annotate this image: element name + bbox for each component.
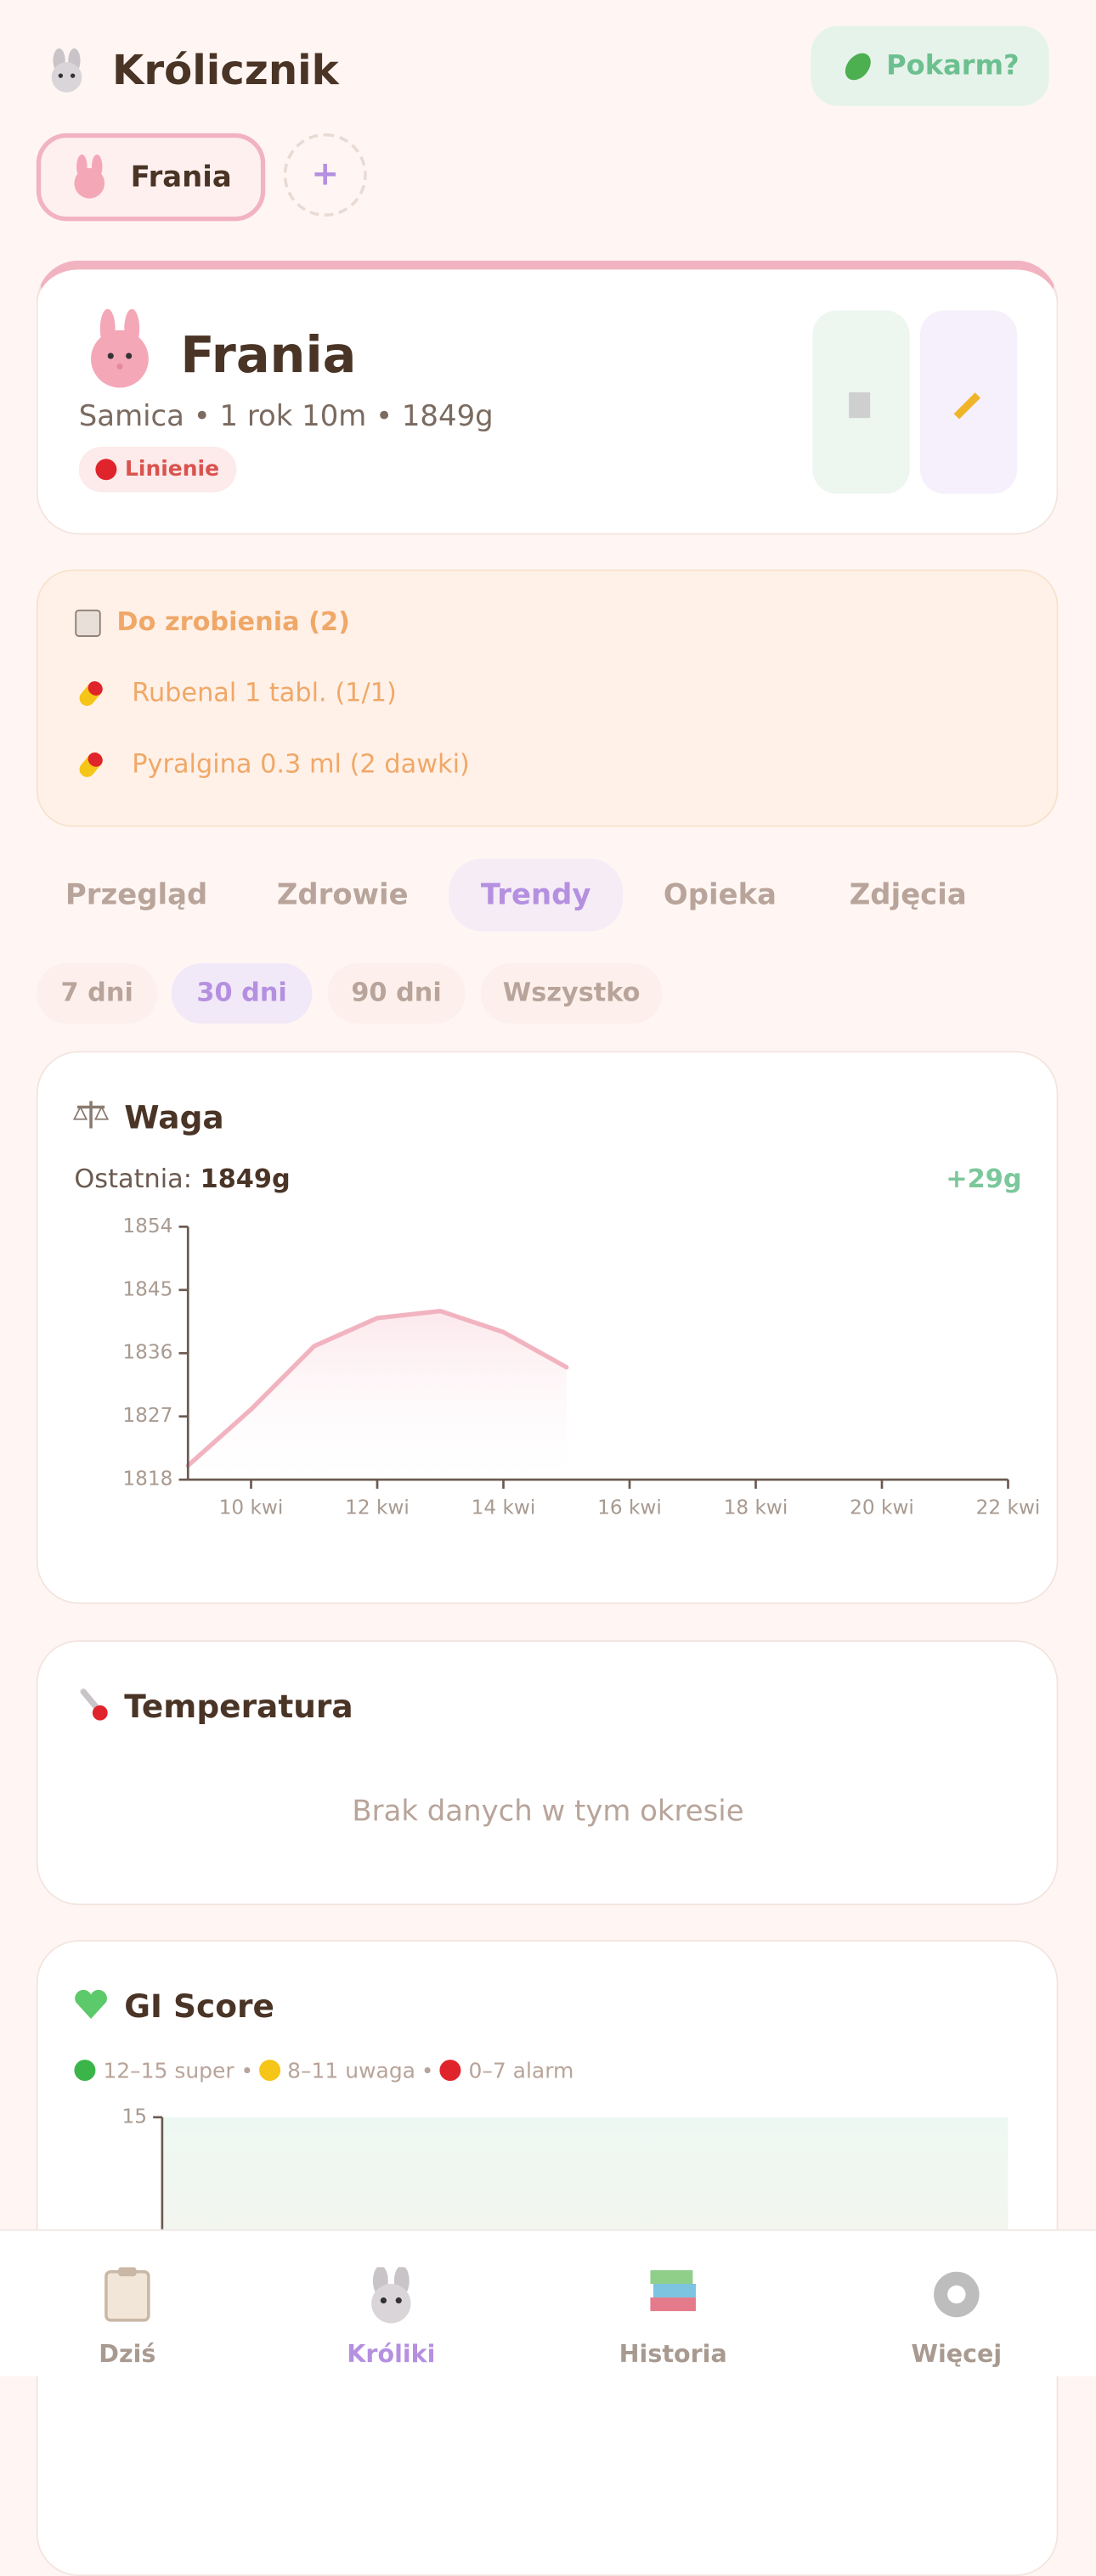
todo-item: Rubenal 1 tabl. (1/1): [132, 678, 397, 709]
status-label: Linienie: [124, 457, 220, 482]
weight-card: [36, 1051, 1059, 1604]
legend-separator: [424, 2067, 431, 2074]
legend-dot: [258, 2060, 280, 2082]
charts: 1818 1827 1836 1845 1854 10 kwi 12 kwi 14 kwi 16…: [122, 1215, 1041, 2375]
feed-button[interactable]: Pokarm?: [811, 25, 1049, 106]
status-dot: [96, 459, 118, 481]
pill-icon: [79, 681, 103, 707]
y-tick-label: 1827: [122, 1404, 172, 1427]
weight-last: Ostatnia: 1849g: [74, 1164, 290, 1195]
scale-icon: [72, 1101, 110, 1129]
todo-item: Pyralgina 0.3 ml (2 dawki): [132, 749, 470, 781]
document-button[interactable]: [812, 310, 910, 494]
weight-title: Waga: [124, 1099, 224, 1136]
section-tab[interactable]: Opieka: [663, 878, 777, 912]
nav-label[interactable]: Dziś: [99, 2339, 156, 2368]
nav-icon[interactable]: [100, 2267, 155, 2325]
weight-last-label: Ostatnia:: [74, 1164, 192, 1195]
legend-label: 0–7 alarm: [468, 2060, 574, 2084]
x-tick-label: 18 kwi: [724, 1497, 788, 1519]
profile-name: Frania: [180, 324, 357, 385]
section-tab[interactable]: Trendy: [449, 859, 624, 932]
todo-card: [36, 569, 1059, 827]
nav-label[interactable]: Historia: [619, 2339, 727, 2368]
heart-icon: [75, 1989, 107, 2019]
x-tick-label: 10 kwi: [219, 1497, 284, 1519]
nav-icon[interactable]: [364, 2267, 418, 2325]
add-rabbit-button[interactable]: +: [283, 132, 367, 217]
screen: Królicznik Pokarm? Frania + Frania Samic…: [0, 25, 1096, 2576]
legend-label: 8–11 uwaga: [287, 2060, 415, 2084]
nav-icon[interactable]: [646, 2267, 700, 2325]
line-area: [188, 1311, 567, 1480]
legend-label: 12–15 super: [103, 2060, 234, 2084]
nav-label[interactable]: Więcej: [911, 2339, 1003, 2368]
document-icon: [849, 392, 871, 419]
y-tick-label: 1854: [122, 1215, 172, 1237]
y-tick-label: 1836: [122, 1341, 172, 1364]
leaf-icon: [845, 52, 871, 80]
pill-icon: [79, 752, 103, 777]
y-tick-label: 15: [122, 2105, 148, 2128]
temperature-card: [36, 1640, 1059, 1906]
app-title: Królicznik: [112, 48, 339, 95]
section-tab[interactable]: Przegląd: [65, 878, 208, 912]
x-tick-label: 16 kwi: [597, 1497, 662, 1519]
x-tick-label: 12 kwi: [345, 1497, 410, 1519]
legend-dot: [439, 2060, 461, 2082]
y-tick-label: 1845: [122, 1277, 172, 1300]
y-tick-label: 1818: [122, 1468, 172, 1491]
gi-title: GI Score: [124, 1988, 274, 2026]
legend-separator: [243, 2067, 250, 2074]
rabbit-tab-label: Frania: [130, 161, 232, 194]
weight-last-value: 1849g: [200, 1164, 291, 1195]
status-badge: Linienie: [78, 447, 237, 493]
profile-avatar: [91, 308, 149, 388]
gi-legend: 12–15 super 8–11 uwaga 0–7 alarm: [74, 2060, 573, 2084]
section-tab[interactable]: Zdrowie: [276, 878, 409, 912]
line: [185, 1308, 569, 1468]
x-tick-label: 14 kwi: [472, 1497, 536, 1519]
temperature-empty: Brak danych w tym okresie: [352, 1795, 744, 1829]
range-tab[interactable]: 30 dni: [171, 963, 313, 1024]
app-icon: [51, 48, 82, 93]
clipboard-icon: [75, 609, 101, 637]
nav-label[interactable]: Króliki: [347, 2339, 436, 2368]
bottom-nav: Dziś Króliki Historia Więcej: [0, 2229, 1096, 2376]
thermometer-icon: [80, 1688, 108, 1721]
nav-icon[interactable]: [929, 2267, 984, 2325]
x-tick-label: 20 kwi: [850, 1497, 914, 1519]
range-tab[interactable]: Wszystko: [480, 963, 663, 1024]
range-tab[interactable]: 7 dni: [36, 963, 158, 1024]
legend-dot: [74, 2060, 96, 2082]
x-tick-label: 22 kwi: [976, 1497, 1041, 1519]
todo-title: Do zrobienia (2): [116, 607, 350, 638]
pencil-icon: [953, 392, 980, 420]
profile-details: Samica • 1 rok 10m • 1849g: [78, 399, 494, 433]
weight-change: +29g: [946, 1164, 1022, 1195]
section-tab[interactable]: Zdjęcia: [849, 878, 967, 912]
temperature-title: Temperatura: [124, 1688, 353, 1726]
edit-button[interactable]: [920, 310, 1018, 494]
feed-label: Pokarm?: [886, 49, 1020, 82]
rabbit-tab[interactable]: Frania: [36, 132, 266, 222]
rabbit-icon: [74, 154, 105, 199]
range-tab[interactable]: 90 dni: [327, 963, 466, 1024]
